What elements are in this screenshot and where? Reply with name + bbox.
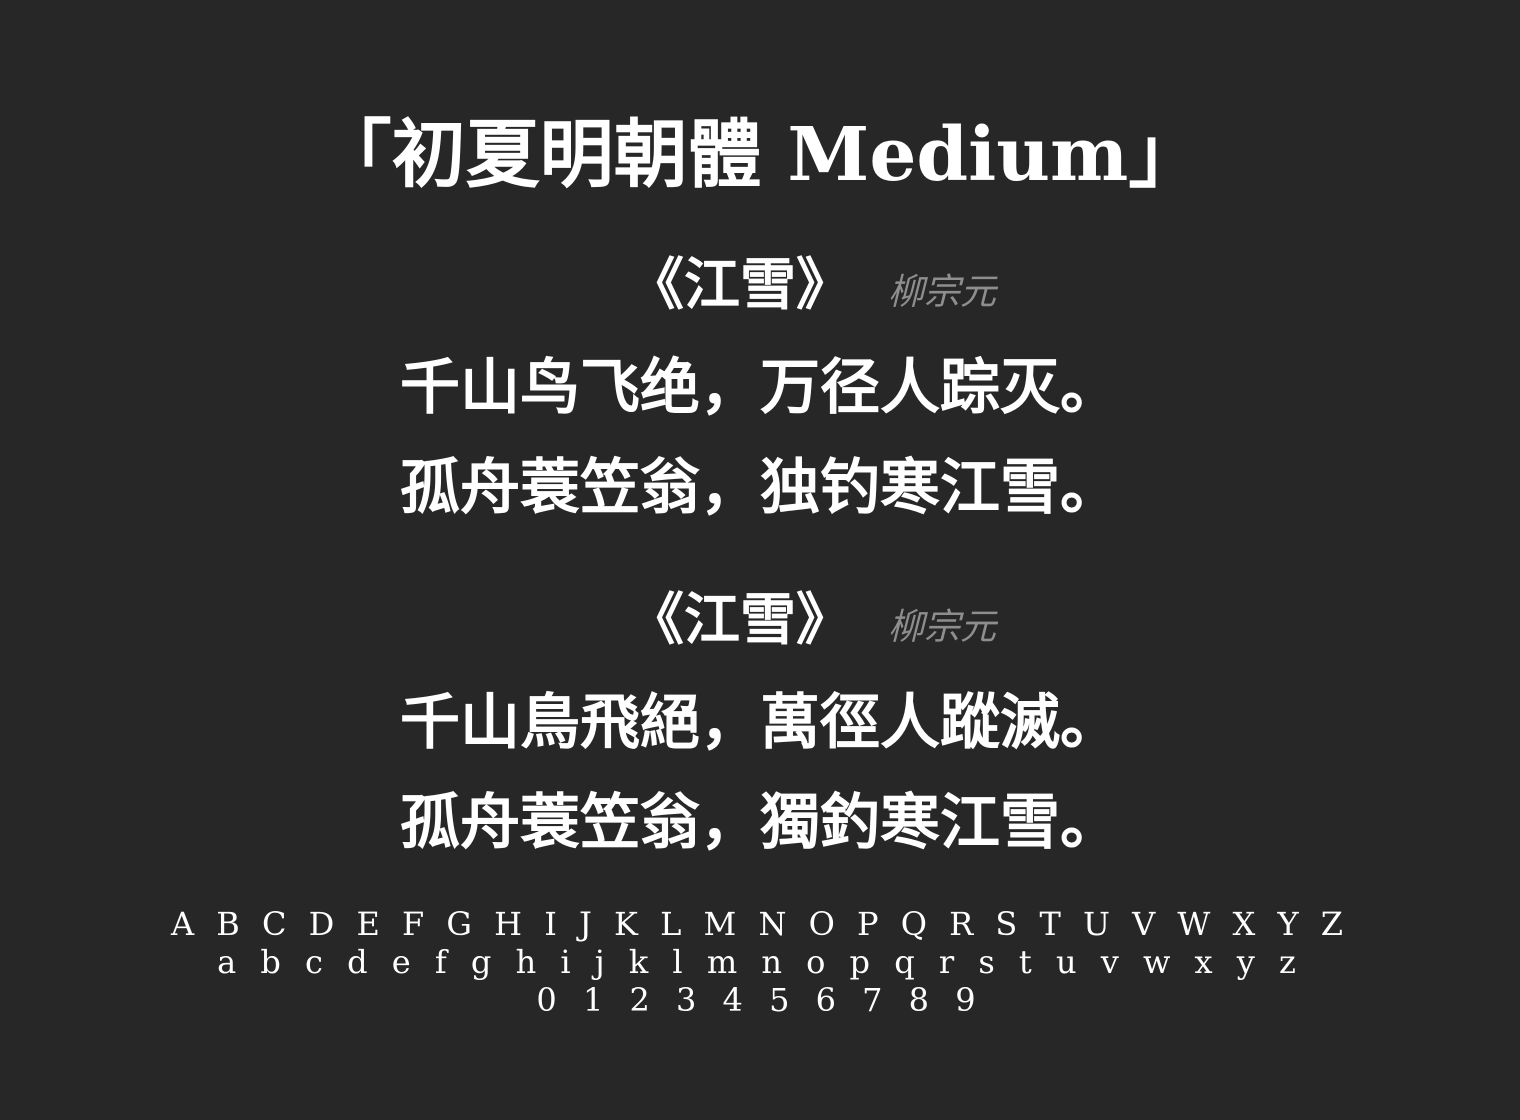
page-title: 「初夏明朝體 Medium」 (317, 112, 1203, 198)
digits-specimen: 0 1 2 3 4 5 6 7 8 9 (536, 981, 984, 1019)
poem-1-line-1: 千山鸟飞绝，万径人踪灭。 (400, 353, 1120, 423)
lowercase-specimen: a b c d e f g h i j k l m n o p q r s t … (217, 943, 1303, 981)
poem-1-author: 柳宗元 (888, 272, 997, 313)
poem-2-title: 《江雪》 (628, 587, 852, 653)
poem-1-line-2: 孤舟蓑笠翁，独钓寒江雪。 (400, 453, 1120, 523)
poem-2-line-2: 孤舟蓑笠翁，獨釣寒江雪。 (400, 788, 1120, 858)
poem-2-author: 柳宗元 (888, 607, 997, 648)
uppercase-specimen: A B C D E F G H I J K L M N O P Q R S T … (171, 905, 1349, 943)
poem-1-title: 《江雪》 (628, 252, 852, 318)
poem-1-title-row: 《江雪》 柳宗元 (0, 245, 1520, 325)
poem-2-title-row: 《江雪》 柳宗元 (0, 580, 1520, 660)
poem-2-line-1: 千山鳥飛絕，萬徑人蹤滅。 (400, 688, 1120, 758)
